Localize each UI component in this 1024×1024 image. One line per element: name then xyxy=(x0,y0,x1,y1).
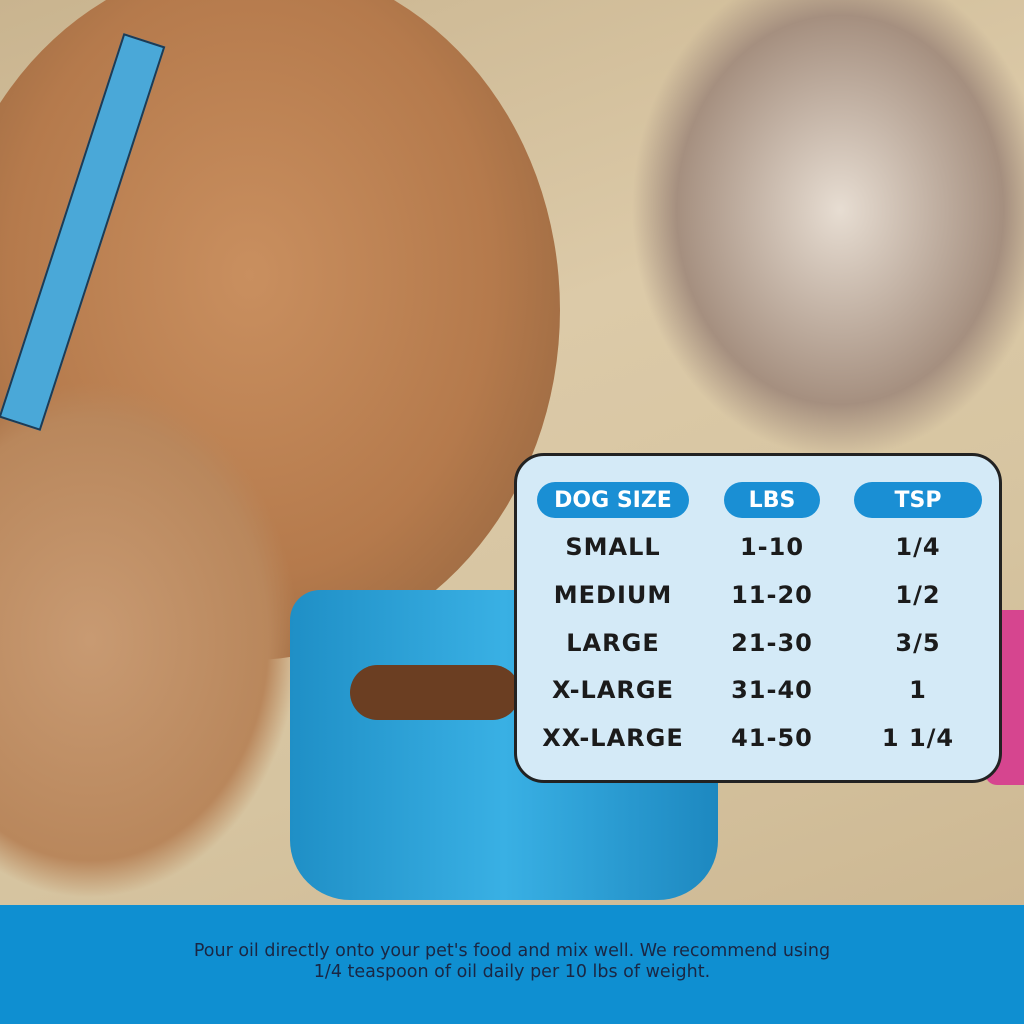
header-tsp: TSP xyxy=(854,482,982,518)
second-dog-legs xyxy=(630,0,1024,460)
food xyxy=(350,665,520,720)
lbs-cell: 11-20 xyxy=(731,581,813,609)
caption-line-2: 1/4 teaspoon of oil daily per 10 lbs of … xyxy=(313,962,711,982)
size-cell: SMALL xyxy=(565,533,661,561)
header-dog-size: DOG SIZE xyxy=(537,482,689,518)
tsp-cell: 1 xyxy=(909,676,927,704)
tsp-cell: 1/4 xyxy=(895,533,941,561)
dosage-table: DOG SIZE LBS TSP SMALL 1-10 1/4 MEDIUM 1… xyxy=(514,453,1002,783)
size-cell: X-LARGE xyxy=(552,676,674,704)
lbs-cell: 31-40 xyxy=(731,676,813,704)
header-lbs: LBS xyxy=(724,482,820,518)
tsp-cell: 1 1/4 xyxy=(881,724,955,752)
lbs-cell: 21-30 xyxy=(731,629,813,657)
tsp-cell: 3/5 xyxy=(895,629,941,657)
lbs-cell: 41-50 xyxy=(731,724,813,752)
caption: Pour oil directly onto your pet's food a… xyxy=(0,941,1024,983)
lbs-cell: 1-10 xyxy=(739,533,805,561)
dogs-eating-photo xyxy=(0,0,1024,905)
tsp-cell: 1/2 xyxy=(895,581,941,609)
caption-band: Pour oil directly onto your pet's food a… xyxy=(0,905,1024,1024)
size-cell: LARGE xyxy=(566,629,660,657)
size-cell: MEDIUM xyxy=(553,581,673,609)
caption-line-1: Pour oil directly onto your pet's food a… xyxy=(193,941,831,961)
size-cell: XX-LARGE xyxy=(542,724,684,752)
